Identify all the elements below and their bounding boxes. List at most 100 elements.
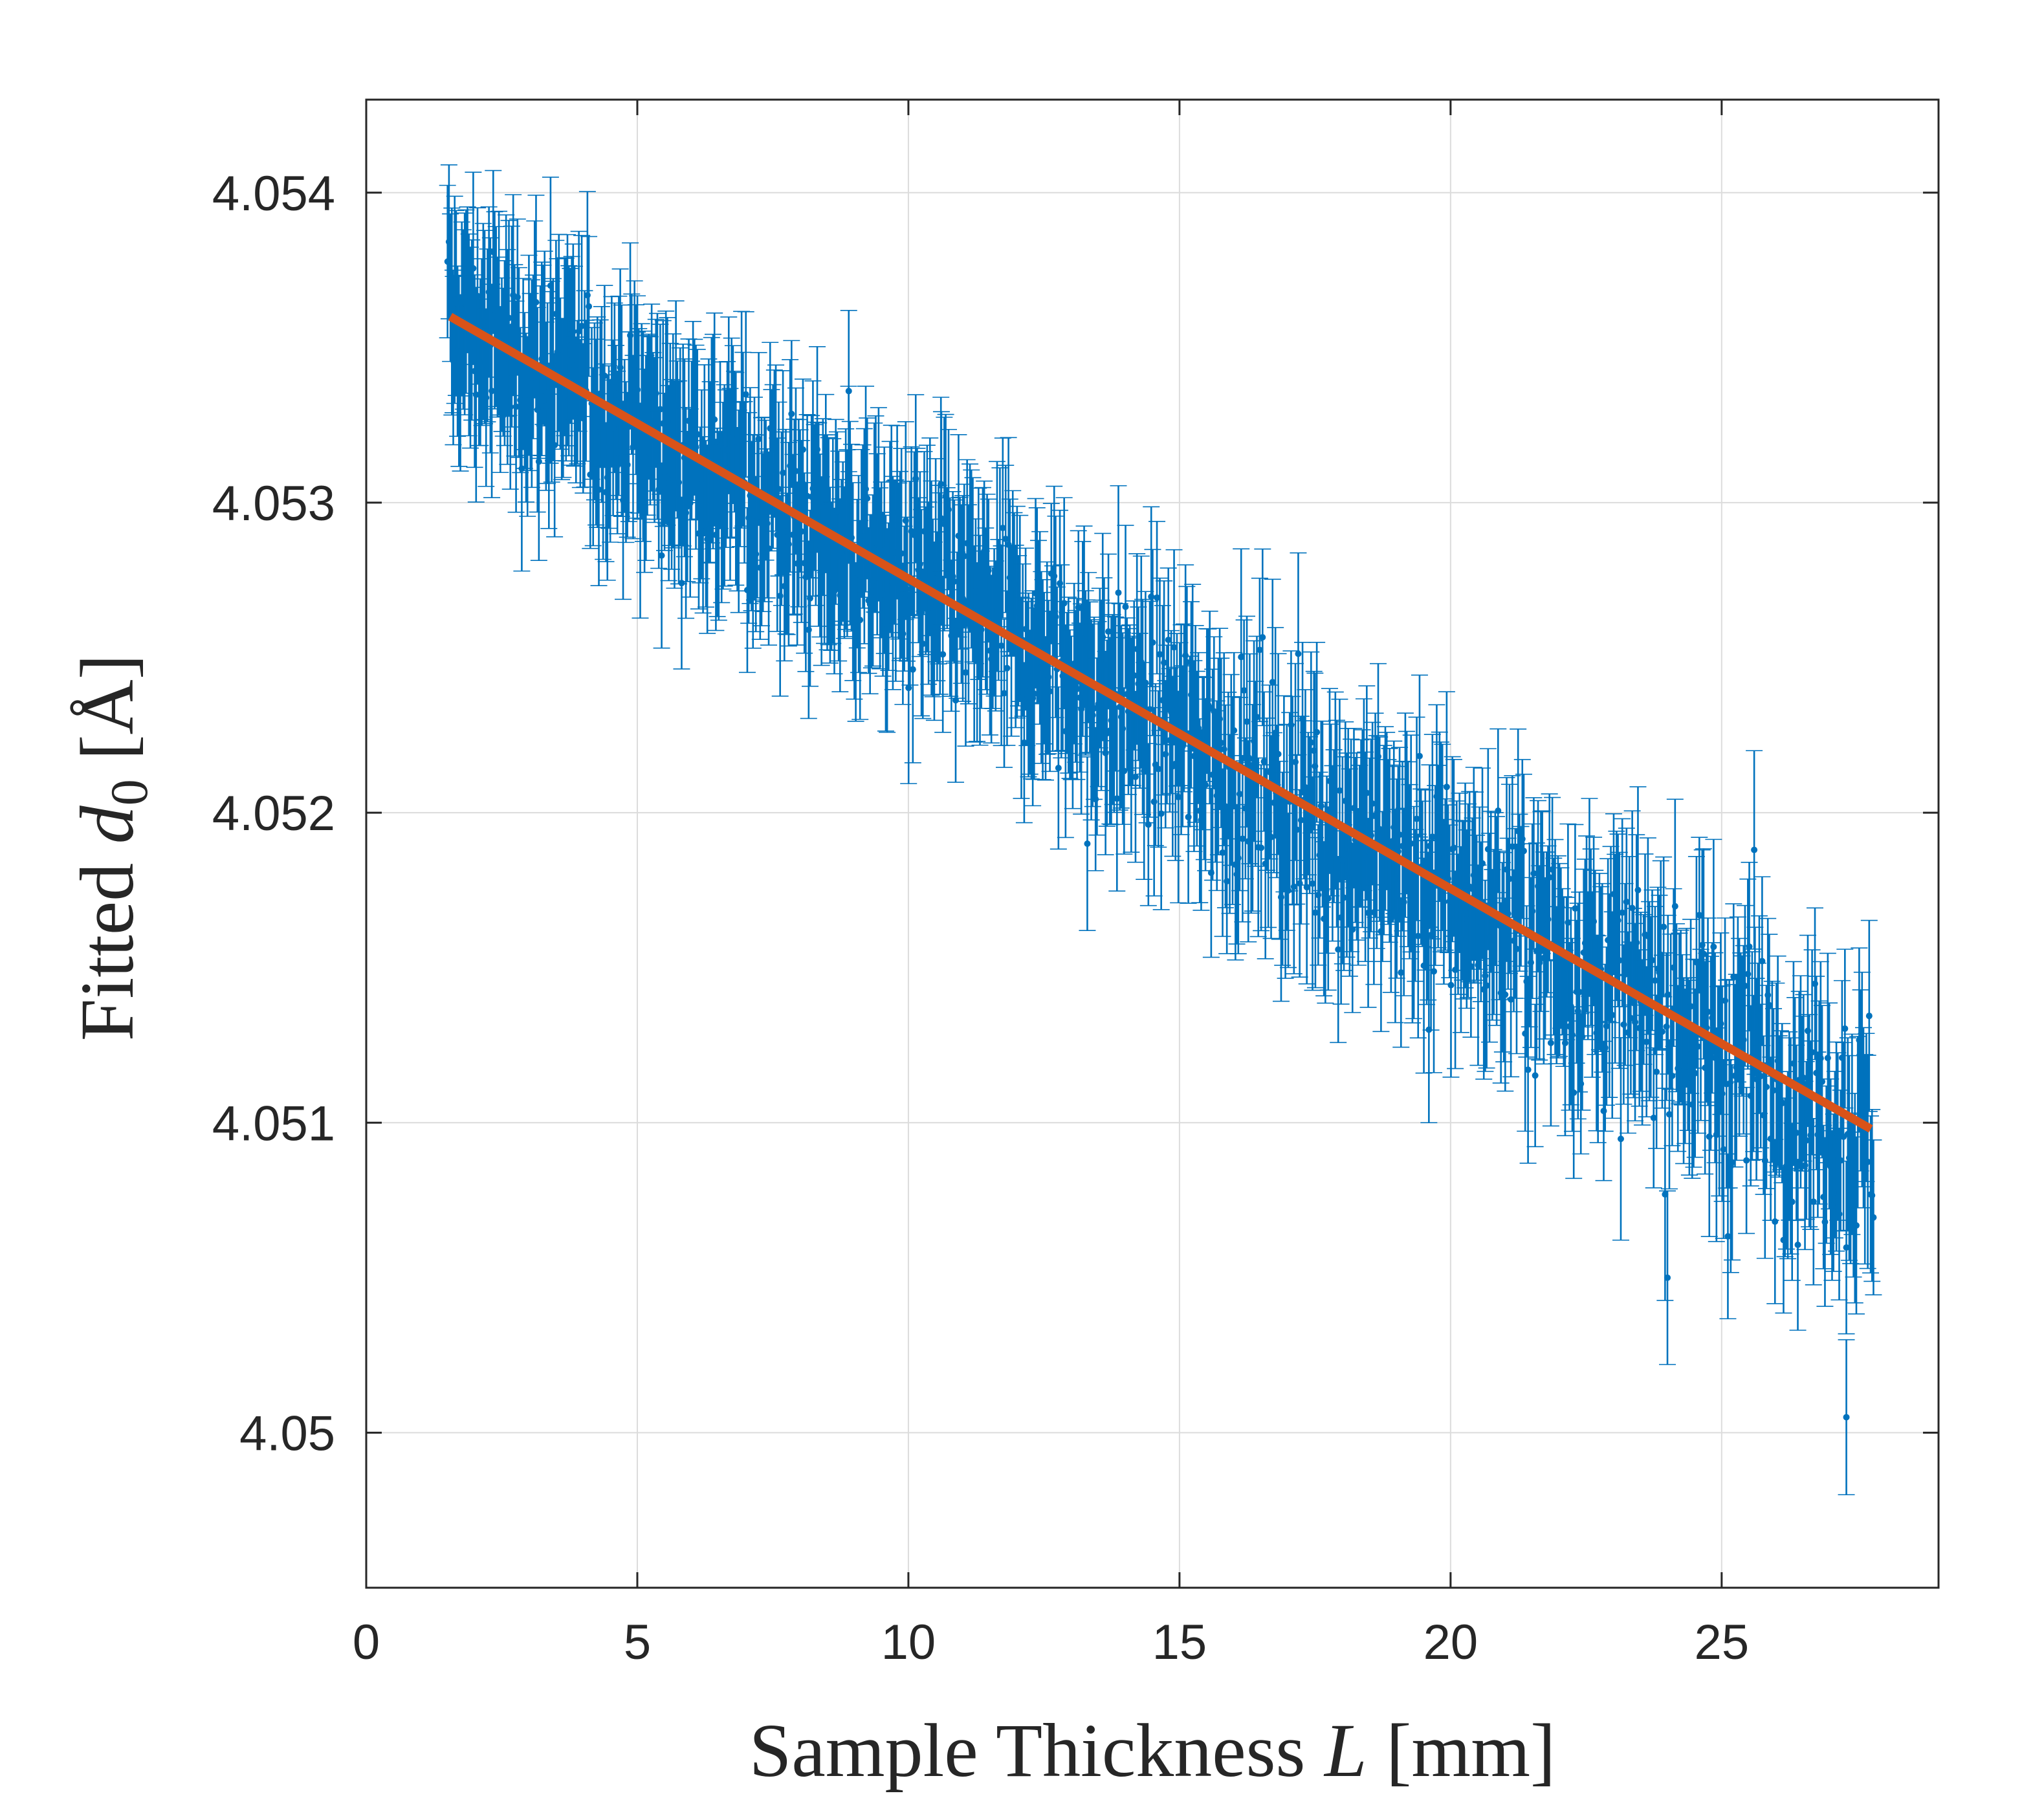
data-point: [620, 497, 627, 504]
data-point: [1389, 838, 1396, 845]
data-point: [1383, 807, 1390, 815]
data-point: [961, 553, 968, 560]
data-point: [1308, 739, 1315, 746]
data-point: [538, 355, 545, 362]
data-point: [776, 593, 784, 600]
data-point: [1741, 982, 1748, 989]
data-point: [916, 560, 923, 567]
data-point: [474, 292, 481, 300]
data-point: [1370, 909, 1378, 916]
data-point: [799, 446, 806, 453]
data-point: [1409, 941, 1416, 948]
data-point: [1845, 1154, 1852, 1161]
data-point: [1236, 791, 1243, 798]
data-point: [892, 577, 899, 584]
data-point: [1033, 602, 1040, 609]
data-point: [1290, 883, 1297, 890]
data-point: [1477, 918, 1484, 925]
data-point: [1141, 767, 1148, 774]
data-point: [998, 642, 1005, 650]
data-point: [1115, 589, 1122, 597]
data-point: [1065, 681, 1072, 688]
data-point: [489, 388, 496, 395]
data-point: [1321, 915, 1328, 923]
data-point: [1523, 978, 1530, 985]
data-point: [571, 362, 578, 369]
data-point: [445, 238, 452, 245]
data-point: [1412, 902, 1419, 909]
data-point: [523, 414, 530, 421]
data-point: [879, 591, 886, 598]
data-point: [1398, 969, 1405, 976]
data-point: [1757, 1073, 1764, 1080]
data-point: [1834, 1133, 1841, 1140]
data-point: [1379, 883, 1386, 890]
data-point: [1101, 661, 1108, 668]
data-point: [611, 384, 618, 391]
data-point: [1804, 1027, 1811, 1035]
data-point: [1387, 916, 1394, 923]
data-point: [1150, 798, 1158, 806]
data-point: [1016, 605, 1024, 612]
data-point: [1502, 991, 1509, 998]
data-point: [717, 442, 724, 449]
data-point: [945, 506, 952, 513]
data-point: [1504, 910, 1511, 917]
data-point: [938, 481, 945, 488]
data-point: [1790, 1060, 1797, 1067]
data-point: [861, 532, 868, 540]
data-point: [1520, 848, 1527, 855]
data-point: [1259, 634, 1266, 641]
data-point: [1269, 679, 1276, 686]
data-point: [1837, 1157, 1844, 1164]
data-point: [450, 357, 457, 364]
data-point: [1042, 705, 1049, 712]
data-point: [687, 499, 694, 507]
data-point: [1843, 1414, 1850, 1421]
data-point: [1121, 767, 1128, 774]
data-point: [521, 387, 528, 394]
data-point: [1469, 885, 1476, 892]
data-point: [1303, 884, 1310, 891]
data-point: [1359, 825, 1366, 832]
data-point: [1576, 989, 1583, 996]
data-point: [1623, 898, 1630, 905]
data-point: [1455, 921, 1462, 928]
data-point: [1263, 791, 1270, 798]
data-point: [1403, 809, 1411, 816]
data-point: [504, 353, 511, 360]
data-point: [1258, 844, 1265, 851]
data-point: [481, 323, 489, 331]
data-point: [1678, 1026, 1686, 1033]
data-point: [1262, 860, 1269, 867]
data-point: [578, 322, 586, 329]
data-point: [1161, 659, 1168, 666]
data-point: [1720, 1146, 1727, 1153]
data-point: [1827, 1163, 1834, 1170]
data-point: [1565, 919, 1572, 926]
data-point: [1547, 1039, 1554, 1046]
data-point: [1653, 1068, 1660, 1075]
data-point: [586, 303, 593, 310]
data-point: [886, 533, 894, 540]
data-point: [1425, 923, 1432, 930]
data-point: [1102, 749, 1109, 756]
data-point: [1515, 828, 1522, 835]
data-point: [1018, 694, 1025, 701]
data-point: [715, 523, 722, 530]
data-point: [1750, 1070, 1757, 1077]
data-point: [1760, 1112, 1767, 1119]
data-point: [1272, 729, 1279, 736]
data-point: [1168, 708, 1175, 716]
data-point: [1726, 1080, 1733, 1088]
data-point: [698, 481, 705, 488]
data-point: [1110, 704, 1117, 711]
data-point: [450, 338, 457, 345]
data-point: [1693, 959, 1700, 966]
data-point: [963, 540, 971, 547]
data-point: [1392, 912, 1399, 919]
data-point: [1134, 646, 1141, 653]
data-point: [631, 362, 638, 369]
data-point: [1587, 934, 1594, 941]
data-point: [915, 567, 922, 574]
